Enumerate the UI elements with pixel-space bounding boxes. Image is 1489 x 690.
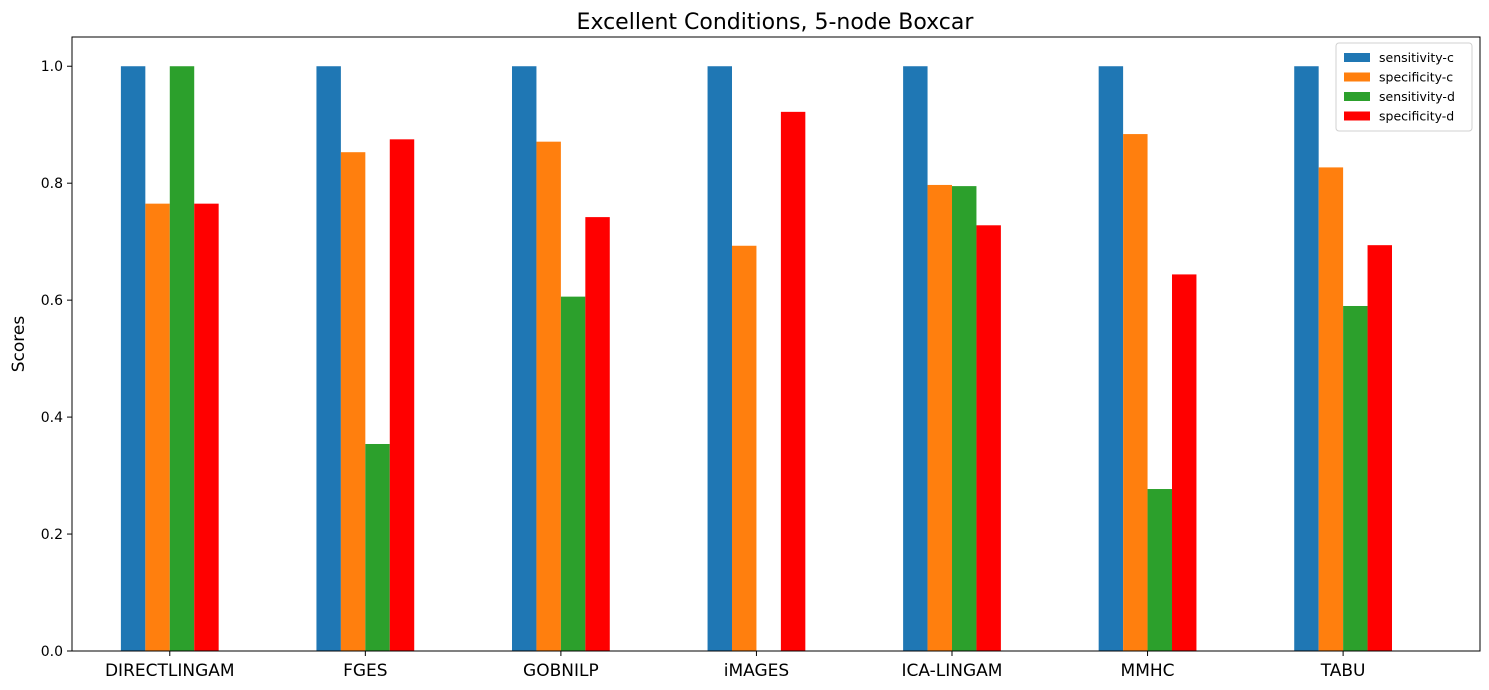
bar-specificity-d-TABU xyxy=(1367,245,1392,651)
legend-label-specificity-c: specificity-c xyxy=(1379,70,1453,85)
bar-sensitivity-c-GOBNILP xyxy=(512,66,537,651)
bar-sensitivity-c-ICA-LINGAM xyxy=(903,66,928,651)
bar-sensitivity-c-DIRECTLINGAM xyxy=(120,66,146,651)
y-tick-label: 0.2 xyxy=(41,527,63,543)
bar-specificity-c-iMAGES xyxy=(732,245,757,651)
bar-specificity-c-MMHC xyxy=(1123,134,1148,651)
y-tick-label: 0.8 xyxy=(41,176,63,192)
bar-sensitivity-d-TABU xyxy=(1343,305,1368,651)
x-tick-label: MMHC xyxy=(1121,661,1175,681)
bar-sensitivity-d-DIRECTLINGAM xyxy=(169,66,195,651)
bar-sensitivity-d-GOBNILP xyxy=(560,296,586,651)
legend-box xyxy=(1335,42,1473,132)
bar-specificity-d-iMAGES xyxy=(780,111,806,651)
y-tick-label: 0.0 xyxy=(41,644,63,660)
y-tick-label: 1.0 xyxy=(41,59,63,75)
legend-swatch-sensitivity-d xyxy=(1344,92,1370,101)
legend-swatch-sensitivity-c xyxy=(1344,53,1370,62)
legend-label-sensitivity-d: sensitivity-d xyxy=(1379,89,1455,104)
bar-specificity-c-DIRECTLINGAM xyxy=(145,203,170,651)
x-tick-label: DIRECTLINGAM xyxy=(105,661,235,681)
bar-sensitivity-d-MMHC xyxy=(1147,489,1172,651)
bar-specificity-d-DIRECTLINGAM xyxy=(194,203,219,651)
bar-specificity-c-FGES xyxy=(340,152,366,651)
plot-frame xyxy=(71,36,1481,652)
y-axis-label: Scores xyxy=(9,316,29,373)
legend-label-specificity-d: specificity-d xyxy=(1379,109,1454,124)
bar-specificity-d-GOBNILP xyxy=(585,217,610,651)
bar-sensitivity-c-TABU xyxy=(1294,66,1319,651)
legend: sensitivity-c specificity-c sensitivity-d s… xyxy=(1335,42,1473,132)
legend-swatch-specificity-c xyxy=(1344,72,1370,82)
y-tick-label: 0.6 xyxy=(41,293,63,309)
bar-sensitivity-d-ICA-LINGAM xyxy=(952,186,977,651)
x-tick-label: TABU xyxy=(1320,661,1366,681)
bar-specificity-d-MMHC xyxy=(1172,274,1197,651)
y-tick-label: 0.4 xyxy=(41,410,63,426)
bars-group xyxy=(120,66,1392,652)
x-tick-label: ICA-LINGAM xyxy=(902,661,1003,681)
bar-sensitivity-c-MMHC xyxy=(1098,66,1124,651)
bar-specificity-c-TABU xyxy=(1318,167,1344,651)
x-tick-label: GOBNILP xyxy=(523,661,599,681)
y-axis: 0.0 0.2 0.4 0.6 0.8 1.0 xyxy=(41,59,72,660)
x-tick-label: FGES xyxy=(343,661,387,681)
bar-specificity-c-ICA-LINGAM xyxy=(927,184,952,651)
bar-specificity-d-FGES xyxy=(389,139,415,652)
chart-title: Excellent Conditions, 5-node Boxcar xyxy=(577,10,975,35)
bar-sensitivity-c-iMAGES xyxy=(707,66,732,651)
bar-specificity-d-ICA-LINGAM xyxy=(976,225,1001,651)
bar-sensitivity-c-FGES xyxy=(316,66,341,651)
legend-label-sensitivity-c: sensitivity-c xyxy=(1379,50,1454,65)
legend-swatch-specificity-d xyxy=(1344,111,1370,121)
x-axis: DIRECTLINGAM FGES GOBNILP iMAGES ICA-LINGAM M… xyxy=(105,651,1366,681)
x-tick-label: iMAGES xyxy=(724,661,789,681)
bar-sensitivity-d-FGES xyxy=(365,443,390,651)
bar-specificity-c-GOBNILP xyxy=(536,141,561,652)
